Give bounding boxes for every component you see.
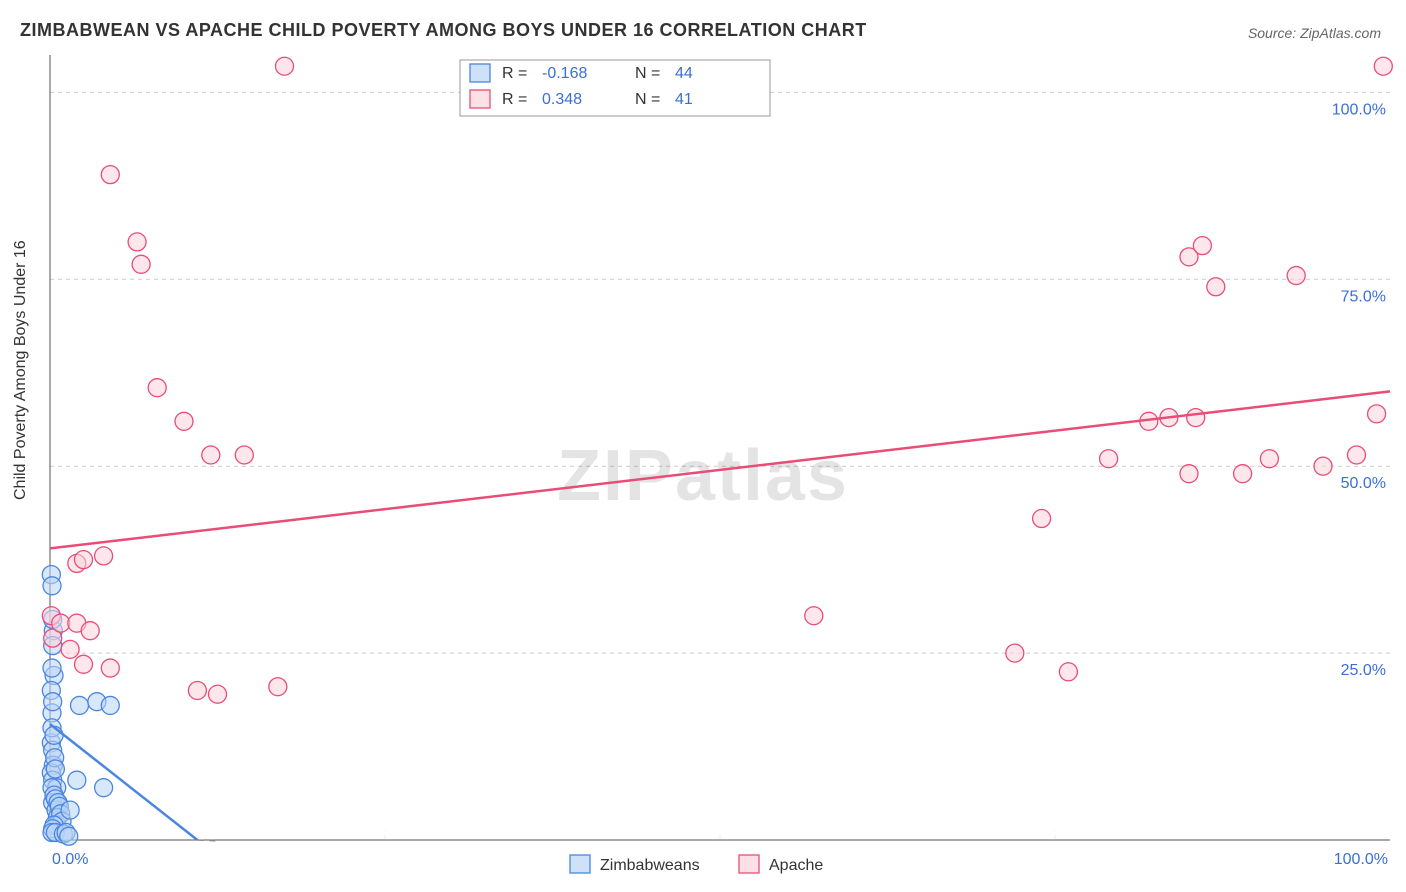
scatter-point [1348, 446, 1366, 464]
legend-r-value: 0.348 [542, 91, 582, 108]
scatter-point [1314, 457, 1332, 475]
scatter-point [1180, 465, 1198, 483]
scatter-point [95, 547, 113, 565]
scatter-point [128, 233, 146, 251]
grid-horizontal [50, 92, 1390, 653]
scatter-point [81, 622, 99, 640]
scatter-chart: ZIPatlas 25.0% 50.0% 75.0% 100.0% 0.0% 100.0… [0, 0, 1406, 892]
scatter-point [101, 659, 119, 677]
scatter-point [235, 446, 253, 464]
x-tick-labels: 0.0% 100.0% [52, 851, 1388, 868]
legend-r-label: R = [502, 65, 527, 82]
scatter-point [1193, 237, 1211, 255]
scatter-point [61, 801, 79, 819]
scatter-point [1234, 465, 1252, 483]
grid-vertical [385, 830, 1055, 839]
scatter-point [43, 659, 61, 677]
x-tick-label: 100.0% [1334, 851, 1388, 868]
scatter-point [1187, 409, 1205, 427]
scatter-point [101, 166, 119, 184]
legend-swatch [470, 90, 490, 108]
legend-r-value: -0.168 [542, 65, 587, 82]
scatter-point [1287, 267, 1305, 285]
series-legend-swatch [570, 855, 590, 873]
legend-n-value: 41 [675, 91, 693, 108]
scatter-point [1368, 405, 1386, 423]
scatter-point [148, 379, 166, 397]
scatter-point [132, 255, 150, 273]
legend-r-label: R = [502, 91, 527, 108]
scatter-point [1033, 510, 1051, 528]
scatter-point [269, 678, 287, 696]
scatter-point [95, 779, 113, 797]
scatter-point [101, 696, 119, 714]
scatter-point [209, 685, 227, 703]
scatter-point [43, 577, 61, 595]
scatter-point [60, 827, 78, 845]
scatter-point [188, 681, 206, 699]
scatter-point [45, 726, 63, 744]
series-legend: Zimbabweans Apache [570, 855, 823, 874]
x-tick-label: 0.0% [52, 851, 88, 868]
scatter-point [1006, 644, 1024, 662]
scatter-point [61, 640, 79, 658]
scatter-point [805, 607, 823, 625]
legend-n-label: N = [635, 91, 660, 108]
y-tick-label: 25.0% [1341, 662, 1386, 679]
scatter-point [70, 696, 88, 714]
scatter-point [202, 446, 220, 464]
scatter-point [1059, 663, 1077, 681]
series-legend-label: Apache [769, 857, 823, 874]
legend-swatch [470, 64, 490, 82]
scatter-point [46, 760, 64, 778]
scatter-point [276, 57, 294, 75]
scatter-point [1374, 57, 1392, 75]
stats-legend: R = -0.168 N = 44 R = 0.348 N = 41 [460, 60, 770, 116]
scatter-point [75, 551, 93, 569]
legend-n-value: 44 [675, 65, 693, 82]
series-legend-label: Zimbabweans [600, 857, 700, 874]
series-legend-swatch [739, 855, 759, 873]
y-tick-label: 50.0% [1341, 475, 1386, 492]
y-tick-label: 75.0% [1341, 288, 1386, 305]
scatter-point [52, 614, 70, 632]
y-tick-labels: 25.0% 50.0% 75.0% 100.0% [1332, 101, 1386, 679]
legend-n-label: N = [635, 65, 660, 82]
scatter-point [1260, 450, 1278, 468]
scatter-point [68, 771, 86, 789]
watermark: ZIPatlas [557, 436, 849, 516]
scatter-point [1100, 450, 1118, 468]
scatter-point [44, 693, 62, 711]
scatter-point [75, 655, 93, 673]
scatter-point [1207, 278, 1225, 296]
scatter-point [175, 412, 193, 430]
y-tick-label: 100.0% [1332, 101, 1386, 118]
